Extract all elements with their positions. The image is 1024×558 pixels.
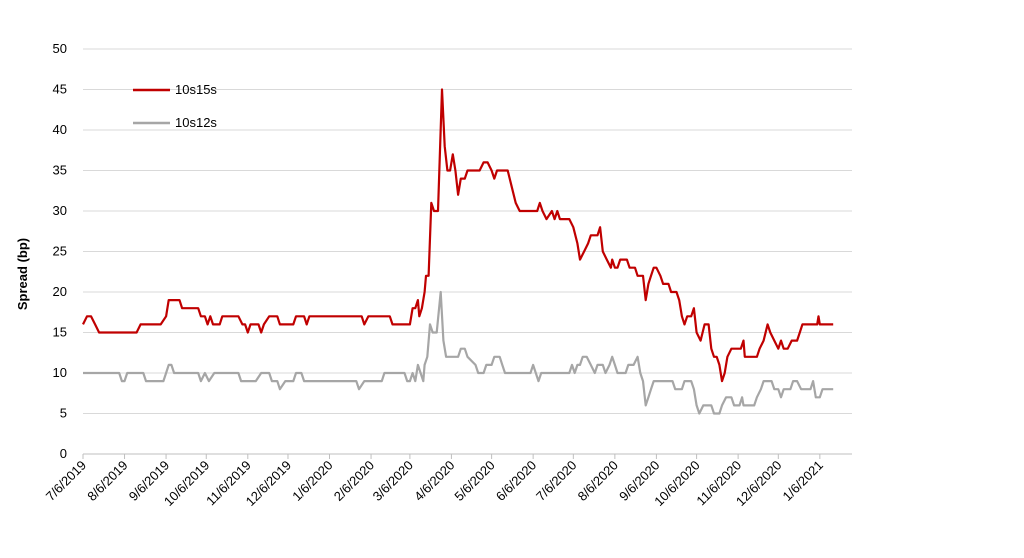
x-tick-label-7: 2/6/2020	[331, 458, 377, 504]
x-tick-label-1: 8/6/2019	[84, 458, 130, 504]
y-tick-label-0: 0	[60, 446, 67, 461]
y-tick-label-20: 20	[53, 284, 67, 299]
series-line-10s12s	[83, 290, 834, 415]
legend: 10s15s 10s12s	[133, 82, 217, 130]
y-tick-label-30: 30	[53, 203, 67, 218]
y-tick-label-15: 15	[53, 325, 67, 340]
y-tick-label-40: 40	[53, 122, 67, 137]
x-tick-label-12: 7/6/2020	[533, 458, 579, 504]
y-tick-label-35: 35	[53, 163, 67, 178]
x-tick-label-0: 7/6/2019	[43, 458, 89, 504]
x-tick-label-6: 1/6/2020	[289, 458, 335, 504]
series-line-10s15s	[82, 88, 834, 383]
axes: 051015202530354045507/6/20198/6/20199/6/…	[43, 41, 852, 509]
series-lines	[82, 88, 834, 415]
x-tick-label-9: 4/6/2020	[411, 458, 457, 504]
gridlines	[83, 48, 852, 414]
x-tick-label-13: 8/6/2020	[575, 458, 621, 504]
x-tick-label-8: 3/6/2020	[370, 458, 416, 504]
y-tick-label-25: 25	[53, 244, 67, 259]
legend-label-10s12s: 10s12s	[175, 115, 217, 130]
x-tick-label-18: 1/6/2021	[780, 458, 826, 504]
y-axis-title: Spread (bp)	[15, 238, 30, 310]
y-tick-label-5: 5	[60, 406, 67, 421]
x-tick-label-11: 6/6/2020	[493, 458, 539, 504]
y-tick-label-10: 10	[53, 365, 67, 380]
y-tick-label-50: 50	[53, 41, 67, 56]
x-tick-label-10: 5/6/2020	[451, 458, 497, 504]
legend-label-10s15s: 10s15s	[175, 82, 217, 97]
y-tick-label-45: 45	[53, 82, 67, 97]
